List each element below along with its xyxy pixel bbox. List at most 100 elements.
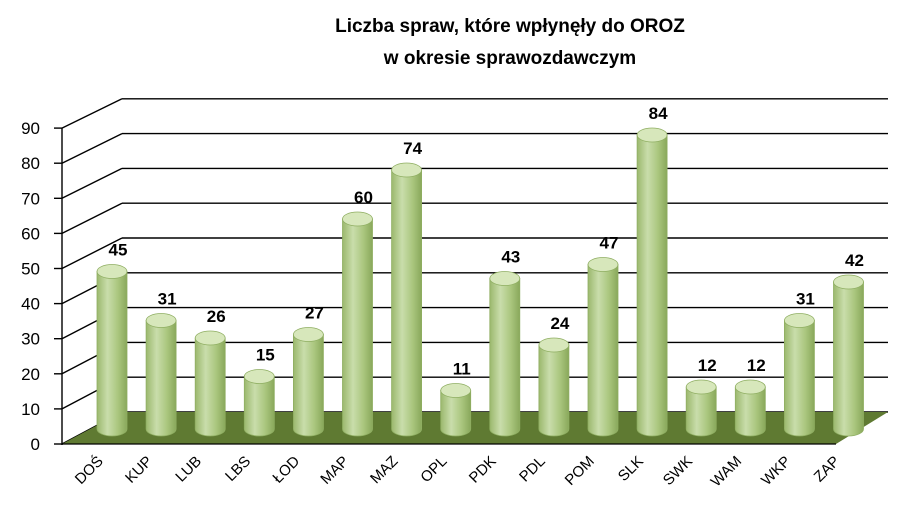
bar bbox=[587, 257, 619, 437]
bar-body bbox=[440, 390, 472, 437]
bar-body bbox=[685, 386, 717, 437]
bar bbox=[489, 271, 521, 437]
bar-top bbox=[685, 379, 717, 395]
data-label: 43 bbox=[501, 248, 520, 267]
bar-top bbox=[489, 271, 521, 286]
gridline-diag bbox=[61, 132, 123, 164]
data-labels: 45 31 26 15 27 60 74 11 43 24 47 84 12 12 31 42 bbox=[109, 104, 864, 379]
y-tick-label: 0 bbox=[31, 435, 40, 454]
y-tick-label: 50 bbox=[21, 260, 40, 279]
x-tick-label: WAM bbox=[708, 453, 746, 491]
bar bbox=[342, 211, 373, 437]
bar bbox=[734, 379, 766, 437]
data-label: 26 bbox=[207, 307, 226, 326]
data-label: 47 bbox=[600, 234, 619, 253]
bar bbox=[391, 162, 423, 437]
bar-body bbox=[391, 169, 422, 437]
bar bbox=[243, 369, 275, 437]
bar-body bbox=[194, 337, 226, 437]
gridline-diag bbox=[61, 167, 123, 199]
y-tick-label: 80 bbox=[21, 154, 40, 173]
x-tick-label: LBS bbox=[222, 453, 254, 485]
bar-body bbox=[734, 386, 766, 437]
bar-top bbox=[587, 257, 619, 272]
bar bbox=[96, 264, 128, 437]
bar-body bbox=[96, 271, 128, 437]
bar bbox=[440, 383, 472, 437]
data-label: 60 bbox=[354, 188, 373, 207]
gridline-diag bbox=[61, 237, 123, 270]
x-axis-ticks: DOŚ KUP LUB LBS ŁOD MAP MAZ OPL PDK PDL POM SLK SWK W… bbox=[71, 452, 843, 490]
y-tick-label: 60 bbox=[21, 224, 40, 243]
data-label: 12 bbox=[698, 356, 717, 375]
gridline-diag bbox=[61, 202, 123, 235]
bar-top bbox=[391, 162, 423, 178]
x-tick-label: PDL bbox=[516, 453, 549, 486]
bar bbox=[145, 313, 177, 437]
bar-top bbox=[734, 379, 766, 395]
bar-body bbox=[587, 264, 619, 437]
bar bbox=[685, 379, 717, 437]
bar-top bbox=[833, 274, 864, 290]
bar-body bbox=[342, 218, 373, 437]
data-label: 31 bbox=[796, 290, 815, 309]
data-label: 24 bbox=[550, 314, 569, 333]
bar-top bbox=[440, 383, 472, 398]
data-label: 31 bbox=[158, 290, 177, 309]
bar-top bbox=[538, 337, 570, 353]
bar-body bbox=[489, 278, 521, 437]
bar-top bbox=[145, 313, 177, 328]
bar-body bbox=[833, 281, 864, 437]
bar-body bbox=[243, 376, 275, 437]
x-tick-label: LUB bbox=[172, 453, 205, 486]
y-tick-label: 30 bbox=[21, 330, 40, 349]
y-tick-label: 70 bbox=[21, 189, 40, 208]
bar bbox=[784, 313, 815, 437]
bar-top bbox=[342, 211, 373, 227]
x-tick-label: PDK bbox=[466, 453, 500, 487]
data-label: 74 bbox=[403, 139, 422, 158]
bar bbox=[194, 330, 226, 437]
x-tick-label: SWK bbox=[660, 453, 696, 489]
chart-title-line-2: w okresie sprawozdawczym bbox=[383, 48, 636, 69]
x-tick-label: MAZ bbox=[367, 453, 401, 487]
bar bbox=[538, 337, 570, 437]
bar-top bbox=[784, 313, 815, 328]
data-label: 12 bbox=[747, 356, 766, 375]
y-axis-ticks: 0 10 20 30 40 50 60 70 80 90 bbox=[21, 119, 40, 454]
bar bbox=[833, 274, 864, 437]
data-label: 11 bbox=[453, 360, 471, 379]
data-label: 84 bbox=[649, 104, 668, 123]
bar-body bbox=[293, 334, 324, 437]
bar bbox=[636, 127, 668, 437]
data-label: 42 bbox=[845, 251, 864, 270]
x-tick-label: POM bbox=[562, 453, 598, 489]
x-tick-label: ZAP bbox=[811, 453, 844, 486]
x-tick-label: KUP bbox=[122, 453, 156, 487]
x-tick-label: MAP bbox=[317, 453, 352, 488]
bar-body bbox=[145, 320, 177, 437]
bar bbox=[292, 327, 324, 437]
y-tick-label: 10 bbox=[21, 400, 40, 419]
bar-body bbox=[784, 320, 815, 437]
data-label: 27 bbox=[305, 304, 324, 323]
y-tick-label: 20 bbox=[21, 365, 40, 384]
x-tick-label: ŁOD bbox=[269, 453, 303, 487]
bar-top bbox=[243, 369, 275, 384]
data-label: 45 bbox=[109, 241, 128, 260]
bar-top bbox=[194, 330, 226, 346]
chart-title-line-1: Liczba spraw, które wpłynęły do OROZ bbox=[335, 16, 685, 37]
bar-body bbox=[636, 134, 668, 437]
x-tick-label: OPL bbox=[417, 453, 450, 486]
data-label: 15 bbox=[256, 346, 275, 365]
gridline-diag bbox=[61, 98, 123, 129]
bar-top bbox=[96, 264, 128, 279]
bars bbox=[96, 127, 864, 437]
bar-top bbox=[636, 127, 668, 143]
bar-top bbox=[292, 327, 324, 342]
x-tick-label: WKP bbox=[758, 453, 794, 489]
y-tick-label: 40 bbox=[21, 295, 40, 314]
x-tick-label: DOŚ bbox=[71, 452, 107, 488]
bar-body bbox=[538, 344, 570, 437]
